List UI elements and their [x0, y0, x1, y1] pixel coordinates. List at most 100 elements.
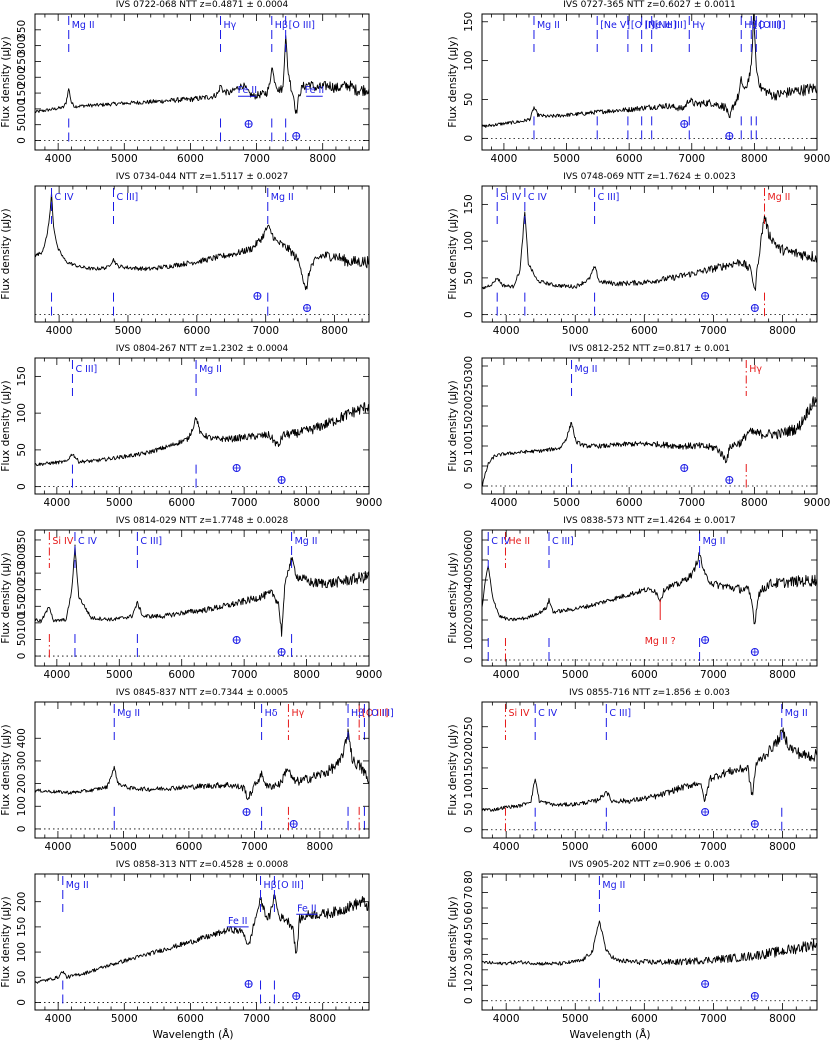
y-tick-label: 80 [463, 870, 475, 883]
y-tick-label: 250 [16, 563, 28, 583]
panel-title: IVS 0838-573 NTT z=1.4264 ± 0.0017 [563, 516, 736, 526]
y-tick-label: 200 [463, 610, 475, 630]
line-label: [Ne III] [655, 20, 687, 31]
y-tick-label: 100 [463, 51, 475, 71]
x-tick-label: 4000 [43, 497, 70, 509]
line-label: Hγ [291, 708, 304, 719]
earth-icon [232, 636, 241, 644]
panel-title: IVS 0734-044 NTT z=1.5117 ± 0.0027 [116, 172, 289, 182]
line-label: Hβ [744, 20, 757, 31]
y-tick-label: 150 [463, 12, 475, 32]
earth-icon [725, 132, 734, 140]
y-tick-label: 100 [463, 779, 475, 799]
x-tick-label: 9000 [804, 497, 831, 509]
line-label: Mg II [785, 708, 808, 719]
line-label: Si IV [500, 192, 521, 203]
y-tick-label: 100 [16, 796, 28, 816]
y-tick-label: 50 [16, 118, 28, 131]
y-tick-label: 350 [16, 530, 28, 550]
earth-icon [292, 992, 301, 1000]
y-tick-label: 0 [16, 137, 28, 144]
x-tick-label: 6000 [168, 497, 195, 509]
earth-icon [277, 648, 286, 656]
spectrum-line [482, 727, 817, 812]
line-label: Mg II [117, 708, 140, 719]
x-tick-label: 7000 [700, 325, 727, 337]
y-tick-label: 0 [16, 483, 28, 490]
line-label: [O III] [289, 20, 315, 31]
y-tick-label: 0 [463, 657, 475, 664]
y-tick-label: 0 [463, 483, 475, 490]
line-label: Hβ [264, 880, 277, 891]
y-tick-label: 0 [16, 653, 28, 660]
x-tick-label: 5000 [562, 1013, 589, 1025]
y-tick-label: 150 [16, 83, 28, 103]
x-tick-label: 7000 [678, 153, 705, 165]
y-tick-label: 40 [463, 932, 475, 945]
x-tick-label: 8000 [741, 497, 768, 509]
y-tick-label: 200 [463, 737, 475, 757]
x-tick-label: 4000 [45, 841, 72, 853]
panel-frame [34, 701, 370, 839]
y-tick-label: 300 [16, 547, 28, 567]
y-tick-label: 600 [463, 530, 475, 550]
y-tick-label: 200 [16, 67, 28, 87]
panel-4: IVS 0748-069 NTT z=1.7624 ± 0.0023 Si IV C… [447, 172, 818, 337]
x-tick-label: 9000 [356, 669, 383, 681]
line-label: C III] [552, 536, 574, 547]
panel-title: IVS 0905-202 NTT z=0.906 ± 0.003 [569, 860, 730, 870]
y-tick-label: 300 [463, 356, 475, 376]
x-tick-label: 5000 [562, 669, 589, 681]
spectrum-line [482, 396, 817, 487]
x-tick-label: 6000 [176, 841, 203, 853]
x-tick-label: 5000 [115, 325, 142, 337]
line-label: C IV [55, 192, 74, 203]
x-tick-label: 7000 [243, 1013, 270, 1025]
earth-icon [289, 820, 298, 828]
y-tick-label: 250 [463, 376, 475, 396]
y-tick-label: 200 [16, 892, 28, 912]
y-tick-label: 250 [463, 717, 475, 737]
x-tick-label: 5000 [106, 497, 133, 509]
x-tick-label: 7000 [231, 669, 258, 681]
y-tick-label: 150 [16, 917, 28, 937]
earth-icon [750, 304, 759, 312]
earth-icon [750, 648, 759, 656]
y-tick-label: 70 [463, 886, 475, 899]
y-tick-label: 20 [463, 963, 475, 976]
x-tick-label: 8000 [307, 841, 334, 853]
y-axis-label: Flux density (µJy) [0, 208, 12, 299]
x-tick-label: 7000 [231, 497, 258, 509]
line-label: Si IV [508, 708, 529, 719]
panel-title: IVS 0814-029 NTT z=1.7748 ± 0.0028 [116, 516, 289, 526]
panel-frame [481, 701, 818, 839]
x-tick-label: 7000 [700, 669, 727, 681]
y-tick-label: 200 [16, 774, 28, 794]
panel-9: IVS 0845-837 NTT z=0.7344 ± 0.0005 Mg II H… [0, 688, 394, 853]
line-label: Hγ [692, 20, 705, 31]
y-tick-label: 50 [463, 802, 475, 815]
y-tick-label: 150 [16, 366, 28, 386]
earth-icon [701, 292, 710, 300]
y-axis-label: Flux density (µJy) [0, 380, 12, 471]
x-tick-label: 4000 [493, 325, 520, 337]
x-tick-label: 5000 [111, 153, 138, 165]
x-tick-label: 5000 [106, 669, 133, 681]
panel-8: IVS 0838-573 NTT z=1.4264 ± 0.0017 C IVHe… [447, 516, 818, 681]
y-axis-label: Flux density (µJy) [447, 208, 459, 299]
panel-10: IVS 0855-716 NTT z=1.856 ± 0.003 Si IV C I… [447, 688, 818, 853]
fe-ii-label: Fe II [228, 916, 247, 927]
x-tick-label: 6000 [616, 153, 643, 165]
line-label: Hγ [224, 20, 237, 31]
y-tick-label: 150 [463, 194, 475, 214]
panel-title: IVS 0858-313 NTT z=0.4528 ± 0.0008 [116, 860, 289, 870]
line-label: Hβ [275, 20, 288, 31]
fe-ii-label: Fe II [297, 903, 316, 914]
x-tick-label: 5000 [553, 153, 580, 165]
y-tick-label: 100 [16, 99, 28, 119]
panel-frame [481, 13, 818, 151]
line-label: Mg II [703, 536, 726, 547]
y-axis-label: Flux density (µJy) [447, 552, 459, 643]
panel-6: IVS 0812-252 NTT z=0.817 ± 0.001 Mg II Hγ 4… [447, 344, 830, 509]
